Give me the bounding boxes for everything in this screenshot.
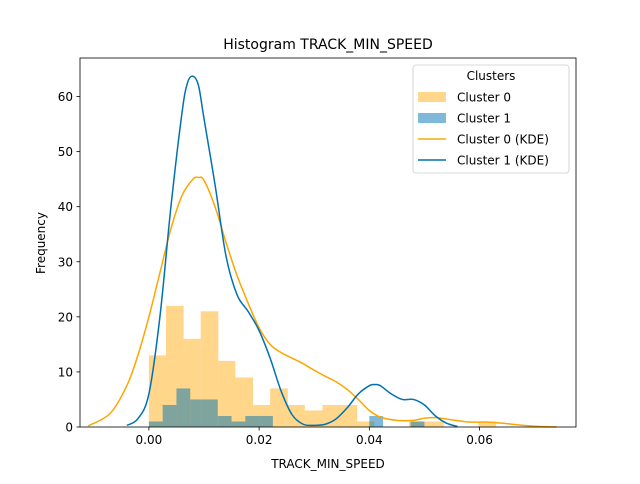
cluster-0-bar xyxy=(200,311,219,427)
chart-title: Histogram TRACK_MIN_SPEED xyxy=(223,37,433,53)
y-tick-label: 10 xyxy=(58,365,73,379)
x-axis: 0.00 0.02 0.04 0.06 xyxy=(136,427,493,447)
legend-box xyxy=(412,64,570,174)
plot-frame xyxy=(79,57,577,428)
legend-label-cluster-1: Cluster 1 xyxy=(457,112,511,126)
legend-title: Clusters xyxy=(467,69,516,83)
legend-label-cluster-0-kde: Cluster 0 (KDE) xyxy=(457,133,549,147)
cluster-0-bar xyxy=(218,360,236,427)
legend-items: Cluster 0 Cluster 1 Cluster 0 (KDE) Cluster… xyxy=(418,91,549,168)
kde-lines xyxy=(87,75,557,428)
cluster-0-bar xyxy=(304,410,323,427)
legend-label-cluster-0: Cluster 0 xyxy=(457,91,511,105)
cluster-0-bar xyxy=(235,377,254,427)
y-tick-label: 20 xyxy=(58,310,73,324)
y-tick-label: 50 xyxy=(58,145,73,159)
cluster-1-bar xyxy=(217,415,232,427)
cluster-0-bar xyxy=(357,421,375,427)
cluster-1-bar xyxy=(410,421,425,427)
cluster-0-kde-line xyxy=(87,176,557,428)
cluster-1-kde-line xyxy=(126,75,458,428)
cluster-1-bar xyxy=(148,421,163,427)
y-axis: 0 10 20 30 40 50 60 xyxy=(58,90,80,435)
cluster-0-bar xyxy=(426,421,444,427)
x-tick-label: 0.02 xyxy=(246,433,273,447)
cluster-1-bar xyxy=(245,415,260,427)
cluster-0-bar xyxy=(322,404,340,427)
histogram-bars xyxy=(148,305,497,427)
y-tick-label: 60 xyxy=(58,90,73,104)
x-tick-label: 0.04 xyxy=(356,433,383,447)
cluster-1-bar xyxy=(190,399,204,427)
cluster-1-bar xyxy=(176,388,191,427)
cluster-1-bar xyxy=(231,421,246,427)
cluster-1-bar xyxy=(162,404,177,427)
cluster-1-bar xyxy=(204,399,218,427)
cluster-0-bar xyxy=(478,421,497,427)
cluster-0-bar xyxy=(339,404,358,427)
y-tick-label: 0 xyxy=(65,421,73,435)
y-axis-label: Frequency xyxy=(34,212,48,274)
x-tick-label: 0.00 xyxy=(136,433,163,447)
y-tick-label: 40 xyxy=(58,200,73,214)
cluster-1-bar xyxy=(259,415,273,427)
x-tick-label: 0.06 xyxy=(466,433,493,447)
legend-label-cluster-1-kde: Cluster 1 (KDE) xyxy=(457,154,549,168)
x-axis-label: TRACK_MIN_SPEED xyxy=(270,457,385,471)
y-tick-label: 30 xyxy=(58,255,73,269)
cluster-0-bar xyxy=(287,404,305,427)
legend-swatch-cluster-0 xyxy=(418,92,446,102)
cluster-1-bar xyxy=(369,415,384,427)
legend: Clusters Cluster 0 Cluster 1 Cluster 0 (KD… xyxy=(412,64,570,174)
legend-swatch-cluster-1 xyxy=(418,113,446,123)
